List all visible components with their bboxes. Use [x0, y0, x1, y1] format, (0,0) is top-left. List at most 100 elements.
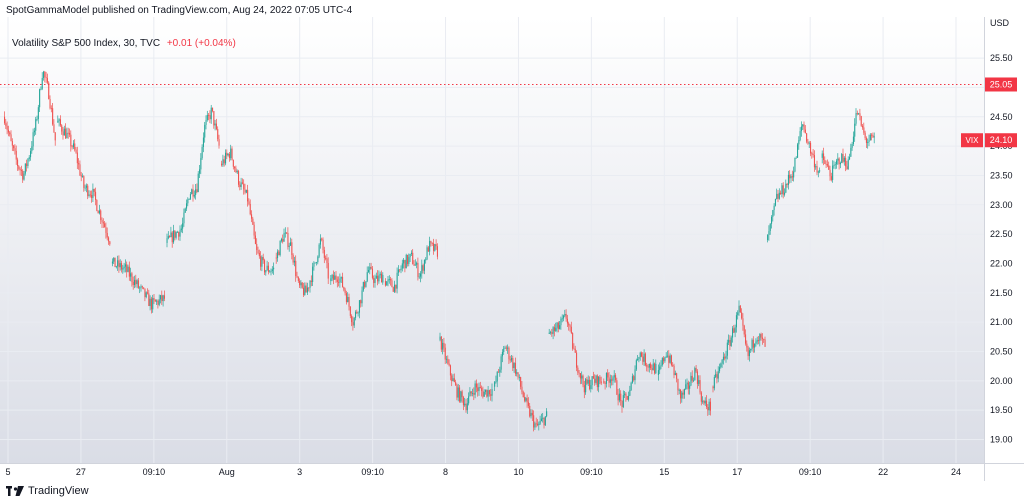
candle-body: [871, 134, 873, 136]
currency-label: USD: [990, 18, 1010, 28]
candle-body: [303, 287, 305, 295]
candle-body: [849, 156, 851, 160]
candle-body: [260, 256, 262, 267]
chart-area[interactable]: USD 25.5025.0024.5024.0023.5023.0022.502…: [0, 17, 1024, 481]
candle-body: [82, 176, 84, 177]
candle-body: [771, 216, 773, 224]
candle-body: [542, 417, 544, 419]
candle-body: [535, 423, 537, 425]
candle-body: [472, 393, 474, 394]
candle-body: [247, 189, 249, 202]
candle-body: [652, 363, 654, 371]
candle-body: [717, 371, 719, 379]
candle-body: [273, 267, 275, 270]
candle-body: [124, 264, 126, 267]
candle-body: [780, 192, 782, 194]
candle-body: [509, 359, 511, 361]
candle-body: [624, 393, 626, 396]
candle-body: [629, 390, 631, 396]
candle-body: [565, 314, 567, 319]
candle-body: [851, 144, 853, 148]
candle-body: [382, 275, 384, 283]
candle-body: [431, 243, 433, 244]
tradingview-brand: TradingView: [28, 485, 89, 497]
candle-body: [843, 157, 845, 162]
candle-body: [520, 377, 522, 387]
candle-body: [722, 356, 724, 360]
candle-body: [40, 88, 42, 90]
candle-body: [638, 357, 640, 359]
candle-body: [396, 272, 398, 289]
time-tick-label: 5: [5, 467, 10, 477]
candle-body: [729, 339, 731, 346]
candle-body: [76, 152, 78, 164]
candle-body: [699, 380, 701, 393]
candle-body: [223, 159, 225, 164]
candle-body: [416, 262, 418, 265]
candle-body: [495, 381, 497, 383]
candle-body: [33, 130, 35, 133]
candle-body: [332, 274, 334, 280]
candle-body: [275, 257, 277, 259]
candle-body: [309, 280, 311, 288]
candle-body: [657, 370, 659, 375]
candle-body: [257, 249, 259, 253]
time-axis[interactable]: 5 27 09:10 Aug 3 09:10 8 10 09:10 15 17 09:10 22 24: [5, 467, 961, 477]
candlestick-chart[interactable]: USD 25.5025.0024.5024.0023.5023.0022.502…: [0, 17, 1024, 481]
candle-body: [847, 159, 849, 170]
time-tick-label: 24: [951, 467, 961, 477]
candle-body: [5, 123, 7, 126]
candle-body: [410, 252, 412, 254]
candle-body: [17, 159, 19, 166]
candle-body: [265, 270, 267, 273]
candle-body: [239, 184, 241, 187]
candle-body: [850, 147, 852, 157]
candle-body: [80, 175, 82, 177]
candle-body: [625, 393, 627, 396]
candle-body: [447, 358, 449, 364]
candle-body: [674, 373, 676, 376]
candle-body: [404, 259, 406, 269]
candle-body: [552, 327, 554, 334]
candle-body: [776, 193, 778, 199]
candle-body: [321, 238, 323, 240]
candle-body: [365, 281, 367, 287]
candle-body: [446, 358, 448, 360]
candle-body: [330, 278, 332, 282]
candle-body: [293, 260, 295, 263]
candle-body: [157, 300, 159, 305]
candle-body: [244, 189, 246, 193]
candle-body: [709, 401, 711, 411]
candle-body: [52, 108, 54, 125]
candle-body: [546, 411, 548, 417]
candle-body: [325, 257, 327, 259]
candle-body: [127, 266, 129, 272]
candle-body: [732, 328, 734, 338]
candle-body: [832, 165, 834, 180]
time-tick-label: 8: [443, 467, 448, 477]
candle-body: [429, 241, 431, 252]
candle-body: [777, 193, 779, 199]
candle-body: [327, 262, 329, 279]
candle-body: [440, 336, 442, 350]
price-axis[interactable]: 25.5025.0024.5024.0023.5023.0022.5022.00…: [990, 53, 1013, 444]
candle-body: [160, 295, 162, 300]
candle-body: [841, 153, 843, 163]
published-caption: SpotGammaModel published on TradingView.…: [6, 5, 353, 16]
candle-body: [358, 300, 360, 313]
candle-body: [113, 257, 115, 262]
candle-body: [504, 347, 506, 349]
candle-body: [388, 279, 390, 280]
candle-body: [444, 347, 446, 360]
candle-body: [399, 269, 401, 271]
candle-body: [243, 183, 245, 190]
candle-body: [384, 281, 386, 286]
candle-body: [461, 391, 463, 398]
candle-body: [800, 126, 802, 132]
candle-body: [123, 266, 125, 269]
candle-body: [865, 138, 867, 143]
candle-body: [186, 203, 188, 209]
candle-body: [862, 125, 864, 128]
price-tick-label: 23.50: [990, 170, 1013, 180]
candle-body: [381, 273, 383, 283]
